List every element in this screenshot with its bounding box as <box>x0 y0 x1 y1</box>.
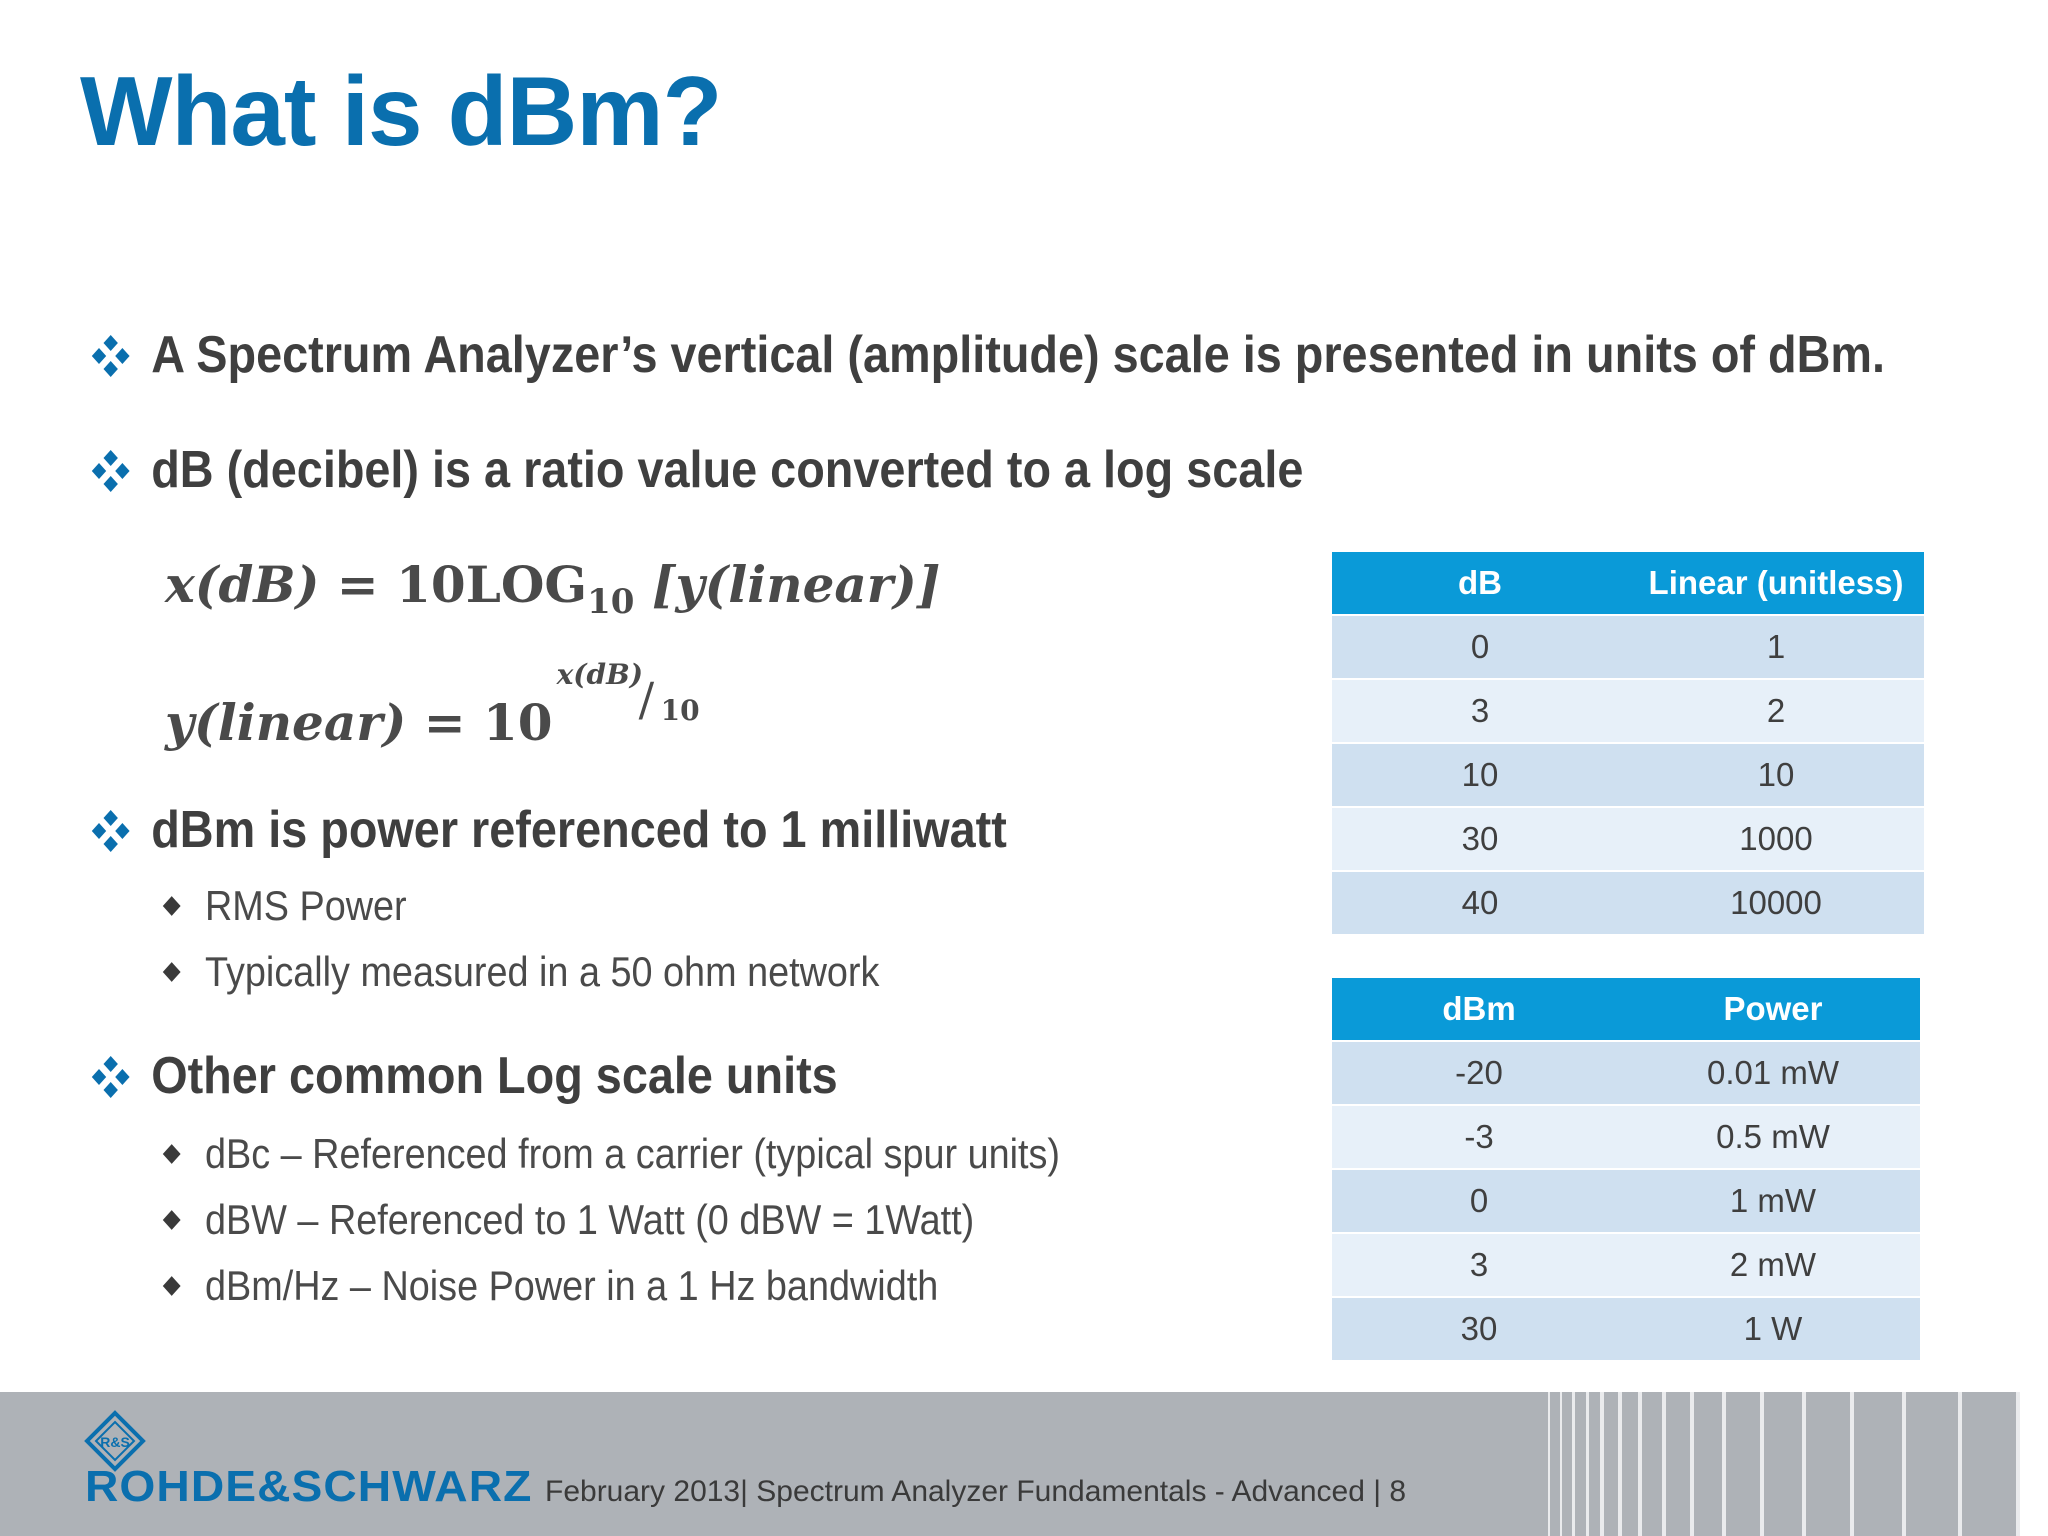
table-cell: 3 <box>1332 1232 1626 1297</box>
brand-wordmark: ROHDE&SCHWARZ <box>85 1462 533 1511</box>
table-cell: -20 <box>1332 1040 1626 1105</box>
db-linear-table: dB Linear (unitless) 0 1 3 2 10 10 30 10… <box>1332 552 1924 934</box>
formula-argument: [y(linear)] <box>651 555 941 614</box>
table-row: 40 10000 <box>1332 870 1924 934</box>
bullet-text: dB (decibel) is a ratio value converted … <box>151 441 1304 499</box>
table-cell: 0 <box>1332 614 1628 679</box>
table-row: 10 10 <box>1332 742 1924 807</box>
column-header-linear: Linear (unitless) <box>1628 552 1924 615</box>
bullet-dbm-reference: dBm is power referenced to 1 milliwatt <box>90 800 1007 860</box>
small-diamond-bullet-icon <box>162 962 181 982</box>
sub-bullet-dbc: dBc – Referenced from a carrier (typical… <box>160 1130 1060 1178</box>
table-header-row: dBm Power <box>1332 978 1920 1041</box>
table-cell: 0.5 mW <box>1626 1104 1920 1169</box>
table-row: 0 1 mW <box>1332 1168 1920 1233</box>
table-row: -3 0.5 mW <box>1332 1104 1920 1169</box>
bullet-text: A Spectrum Analyzer’s vertical (amplitud… <box>151 326 1885 384</box>
formula-base: 10 <box>483 693 553 752</box>
table-cell: 3 <box>1332 678 1628 743</box>
table-row: 30 1000 <box>1332 806 1924 871</box>
sub-bullet-rms: RMS Power <box>160 882 407 930</box>
table-cell: 2 mW <box>1626 1232 1920 1297</box>
small-diamond-bullet-icon <box>162 1276 181 1296</box>
table-row: 3 2 <box>1332 678 1924 743</box>
small-diamond-bullet-icon <box>162 1144 181 1164</box>
table-row: 3 2 mW <box>1332 1232 1920 1297</box>
formula-rhs: 10LOG <box>396 555 588 614</box>
sub-bullet-text: dBW – Referenced to 1 Watt (0 dBW = 1Wat… <box>205 1196 975 1243</box>
logo-letters: R&S <box>100 1434 130 1450</box>
table-cell: 30 <box>1332 806 1628 871</box>
four-diamond-bullet-icon <box>90 332 131 378</box>
small-diamond-bullet-icon <box>162 896 181 916</box>
exponent-slash: / <box>638 672 655 726</box>
formula-equals: = <box>423 693 466 752</box>
small-diamond-bullet-icon <box>162 1210 181 1230</box>
table-cell: 10 <box>1332 742 1628 807</box>
four-diamond-bullet-icon <box>90 1053 131 1099</box>
table-cell: 2 <box>1628 678 1924 743</box>
four-diamond-bullet-icon <box>90 447 131 493</box>
table-cell: 0 <box>1332 1168 1626 1233</box>
sub-bullet-dbm-hz: dBm/Hz – Noise Power in a 1 Hz bandwidth <box>160 1262 938 1310</box>
sub-bullet-50-ohm: Typically measured in a 50 ohm network <box>160 948 879 996</box>
column-header-dbm: dBm <box>1332 978 1626 1041</box>
formula-db: x(dB) = 10LOG10 [y(linear)] <box>165 555 940 622</box>
rohde-schwarz-logo-icon: R&S <box>84 1410 146 1472</box>
footer-bar <box>0 1392 2048 1536</box>
bullet-text: dBm is power referenced to 1 milliwatt <box>151 801 1007 859</box>
table-cell: 30 <box>1332 1296 1626 1360</box>
formula-subscript: 10 <box>587 582 635 622</box>
slide-title: What is dBm? <box>80 56 722 166</box>
table-row: -20 0.01 mW <box>1332 1040 1920 1105</box>
bullet-decibel: dB (decibel) is a ratio value converted … <box>90 440 1303 500</box>
footer-caption: February 2013| Spectrum Analyzer Fundame… <box>545 1475 1407 1508</box>
table-cell: 1 mW <box>1626 1168 1920 1233</box>
formula-equals: = <box>336 555 379 614</box>
table-header-row: dB Linear (unitless) <box>1332 552 1924 615</box>
sub-bullet-text: dBc – Referenced from a carrier (typical… <box>205 1130 1061 1177</box>
sub-bullet-dbw: dBW – Referenced to 1 Watt (0 dBW = 1Wat… <box>160 1196 974 1244</box>
table-cell: 0.01 mW <box>1626 1040 1920 1105</box>
table-cell: 1 <box>1628 614 1924 679</box>
column-header-power: Power <box>1626 978 1920 1041</box>
table-row: 0 1 <box>1332 614 1924 679</box>
table-row: 30 1 W <box>1332 1296 1920 1360</box>
footer-stripes-decoration <box>1548 1392 2048 1536</box>
formula-lhs: x(dB) <box>165 555 320 614</box>
column-header-db: dB <box>1332 552 1628 615</box>
sub-bullet-text: RMS Power <box>205 882 407 929</box>
dbm-power-table: dBm Power -20 0.01 mW -3 0.5 mW 0 1 mW 3… <box>1332 978 1920 1360</box>
exponent-numerator: x(dB) <box>556 658 644 691</box>
table-cell: 10000 <box>1628 870 1924 934</box>
formula-linear: y(linear) = 10 x(dB)/10 <box>165 658 703 752</box>
table-cell: 10 <box>1628 742 1924 807</box>
table-cell: 1000 <box>1628 806 1924 871</box>
bullet-other-units: Other common Log scale units <box>90 1046 838 1106</box>
formula-lhs: y(linear) <box>165 693 407 752</box>
four-diamond-bullet-icon <box>90 807 131 853</box>
sub-bullet-text: Typically measured in a 50 ohm network <box>205 948 880 995</box>
bullet-amplitude-scale: A Spectrum Analyzer’s vertical (amplitud… <box>90 325 1885 385</box>
bullet-text: Other common Log scale units <box>151 1047 838 1105</box>
table-cell: -3 <box>1332 1104 1626 1169</box>
table-cell: 40 <box>1332 870 1628 934</box>
sub-bullet-text: dBm/Hz – Noise Power in a 1 Hz bandwidth <box>205 1262 939 1309</box>
table-cell: 1 W <box>1626 1296 1920 1360</box>
formula-exponent: x(dB)/10 <box>553 658 703 740</box>
exponent-denominator: 10 <box>660 694 700 727</box>
